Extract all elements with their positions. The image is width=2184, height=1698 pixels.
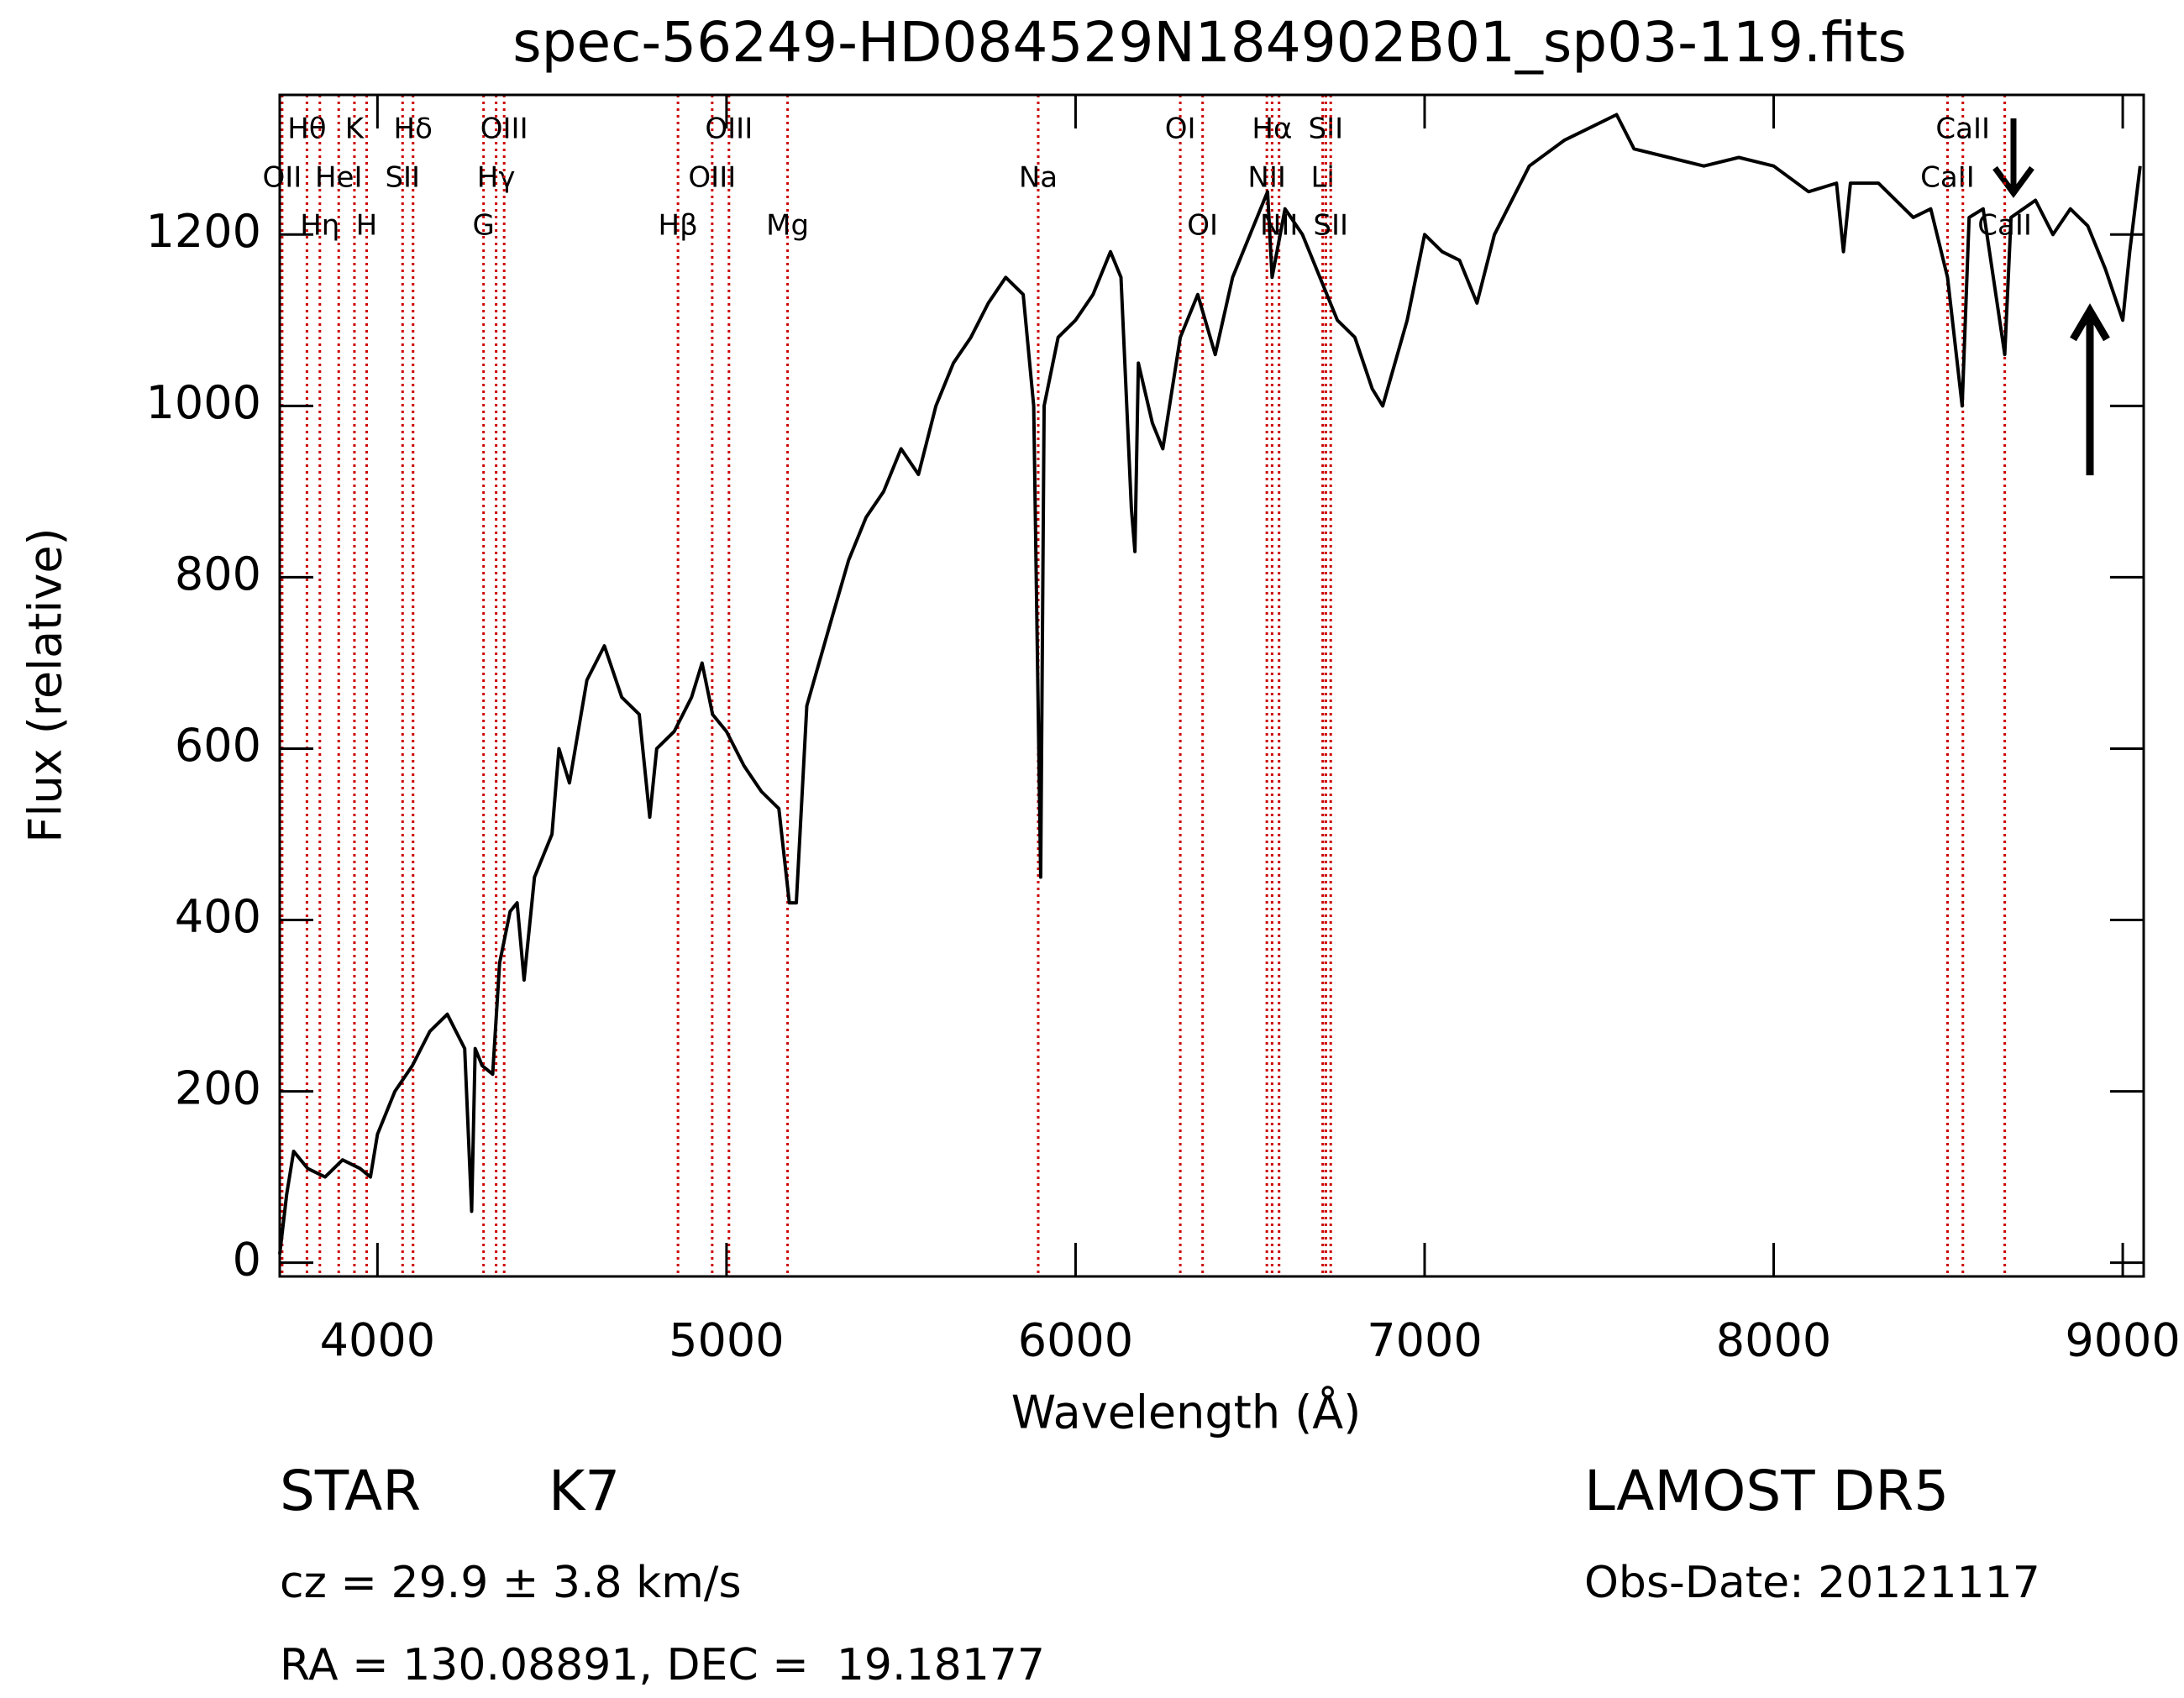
coordinates: RA = 130.08891, DEC = 19.18177 (280, 1640, 1045, 1690)
x-tick-label: 5000 (669, 1314, 784, 1367)
spectral-line-label: Hδ (394, 113, 433, 146)
spectrum-line (278, 113, 2142, 1255)
x-tick-label: 6000 (1018, 1314, 1133, 1367)
spectral-line-label: Na (1019, 161, 1058, 195)
object-type: STAR (280, 1459, 421, 1523)
spectral-line-label: G (472, 209, 494, 243)
spectral-line-label: H (356, 209, 378, 243)
redshift: cz = 29.9 ± 3.8 km/s (280, 1558, 742, 1608)
spectral-line-label: Hα (1252, 113, 1292, 146)
y-tick-label: 200 (175, 1061, 261, 1114)
spectral-line-label: CaII (1935, 113, 1990, 146)
spectral-line-label: Hβ (659, 209, 698, 243)
y-tick-label: 600 (175, 719, 261, 772)
y-axis-label: Flux (relative) (19, 527, 72, 842)
x-tick-label: 9000 (2065, 1314, 2180, 1367)
spectral-line-label: Hη (300, 209, 339, 243)
spectral-line-label: Hγ (477, 161, 516, 195)
spectral-line-label: SII (385, 161, 420, 195)
spectral-line-label: OI (1165, 113, 1196, 146)
obs-date: Obs-Date: 20121117 (1584, 1558, 2040, 1608)
plot-frame (278, 93, 2145, 1278)
y-tick-label: 1000 (146, 376, 261, 429)
spectral-line-label: OIII (705, 113, 753, 146)
spectral-line-label: OII (262, 161, 302, 195)
spectral-line-label: K (345, 113, 365, 146)
spectral-line-label: CaII (1920, 161, 1975, 195)
chart-title: spec-56249-HD084529N184902B01_sp03-119.f… (512, 10, 1907, 75)
y-tick-label: 0 (233, 1233, 261, 1286)
spectral-line-label: Mg (766, 209, 809, 243)
spectral-line-label: OIII (480, 113, 528, 146)
spectral-class: K7 (549, 1459, 620, 1523)
spectral-line-label: SII (1313, 209, 1348, 243)
spectral-line-label: OI (1187, 209, 1218, 243)
x-tick-label: 8000 (1716, 1314, 1831, 1367)
y-tick-label: 800 (175, 548, 261, 600)
x-tick-label: 4000 (320, 1314, 435, 1367)
x-axis-label: Wavelength (Å) (1011, 1386, 1362, 1439)
y-tick-label: 1200 (146, 205, 261, 258)
y-tick-label: 400 (175, 890, 261, 943)
x-tick-label: 7000 (1367, 1314, 1482, 1367)
arrow-up (2070, 303, 2110, 475)
spectral-line-label: SII (1309, 113, 1344, 146)
arrow-down (1992, 118, 2034, 198)
survey: LAMOST DR5 (1584, 1459, 1949, 1523)
